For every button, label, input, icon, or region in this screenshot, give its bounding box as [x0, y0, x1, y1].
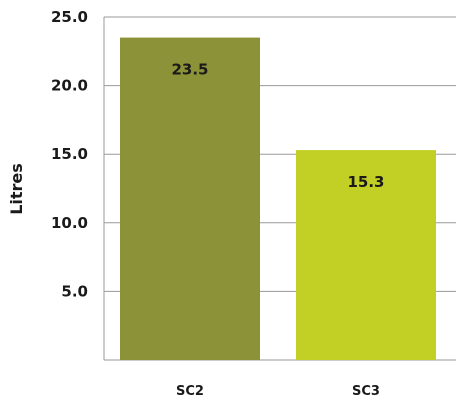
x-tick-label: SC2 — [176, 384, 204, 399]
y-tick-label: 20.0 — [51, 77, 88, 95]
bar-sc3 — [296, 150, 436, 360]
y-tick-label: 10.0 — [51, 214, 88, 232]
y-tick-label: 15.0 — [51, 145, 88, 163]
bars — [120, 37, 436, 360]
data-label: 15.3 — [347, 173, 384, 191]
y-tick-label: 25.0 — [51, 8, 88, 26]
bar-sc2 — [120, 37, 260, 360]
data-label: 23.5 — [171, 61, 208, 79]
labels: 5.0 10.0 15.0 20.0 25.0 23.5 SC2 15.3 SC3 — [51, 8, 385, 399]
y-tick-label: 5.0 — [61, 282, 88, 300]
x-tick-label: SC3 — [352, 384, 380, 399]
y-axis-title: Litres — [7, 163, 26, 215]
